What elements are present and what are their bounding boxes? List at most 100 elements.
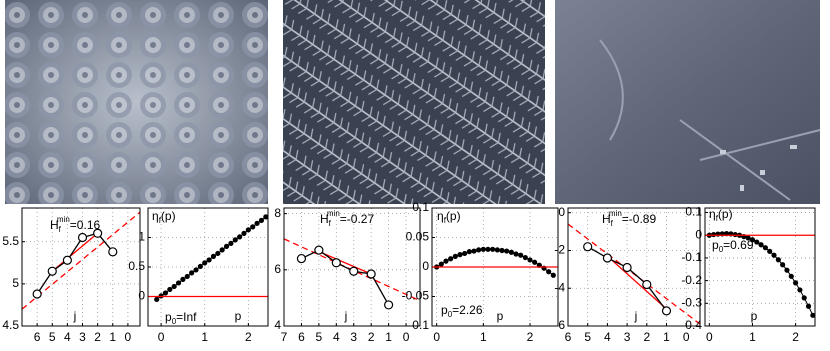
photo-romanesco [5, 0, 268, 204]
x-tick-label: 4 [333, 330, 340, 344]
x-tick-label: 2 [245, 330, 252, 344]
dot-marker [250, 224, 256, 230]
circle-marker [296, 253, 307, 264]
y-tick-label: 0 [422, 259, 429, 273]
dot-marker [457, 252, 463, 258]
dot-marker [775, 257, 781, 263]
dot-marker [228, 240, 234, 246]
dot-marker [805, 303, 812, 309]
y-tick-label: -4 [554, 280, 565, 294]
axes-frame [147, 207, 269, 327]
x-tick-label: 3 [624, 330, 631, 344]
dot-marker [762, 245, 768, 251]
dot-marker [788, 273, 794, 279]
y-tick-label: 1 [138, 230, 145, 244]
photo-fern [283, 0, 545, 204]
annotation-sup: min [327, 209, 340, 218]
dot-marker [801, 295, 807, 301]
series-group [705, 231, 815, 318]
x-tick-label: 1 [749, 330, 756, 344]
series-group [432, 246, 558, 278]
x-axis-label: p [235, 309, 242, 323]
dot-marker [792, 280, 799, 286]
y-tick-label: -0.2 [681, 273, 702, 287]
dot-marker [219, 247, 225, 253]
x-tick-label: 2 [792, 330, 799, 344]
y-tick-label: -0.3 [681, 295, 702, 309]
dot-marker [462, 250, 468, 257]
x-axis-label: j [73, 309, 77, 323]
dot-marker [258, 217, 265, 223]
dot-marker [797, 287, 803, 293]
annotation-base: H [50, 218, 59, 232]
annotation-base: η [152, 209, 159, 223]
circle-marker [349, 266, 359, 276]
circle-marker [62, 255, 72, 265]
dot-marker [532, 259, 538, 265]
circle-marker [314, 245, 324, 255]
dot-marker [732, 231, 738, 238]
x-axis-label: p [497, 309, 504, 323]
circle-marker [108, 247, 118, 257]
x-tick-label: 5 [49, 330, 56, 344]
dot-marker [485, 246, 491, 252]
y-tick-label: 0 [138, 289, 145, 303]
annotation-base: H [320, 212, 329, 226]
annotation: ηf(p) [152, 209, 176, 225]
x-axis-label: j [344, 309, 348, 323]
dot-marker [193, 267, 199, 273]
annotation: Hfmin=0.16 [50, 215, 100, 234]
dot-marker [754, 239, 760, 245]
dot-marker [245, 227, 251, 233]
dot-marker [508, 249, 514, 255]
annotation-sub: f [329, 219, 332, 228]
annotation: p0=0.69 [712, 238, 754, 254]
circle-marker [366, 269, 376, 279]
x-tick-label: 3 [79, 330, 86, 344]
dot-marker [448, 256, 454, 262]
circle-marker [622, 262, 632, 273]
axes-frame [431, 207, 559, 327]
dot-marker [206, 257, 212, 263]
axes-frame [704, 207, 816, 327]
x-tick-label: 0 [683, 330, 690, 344]
annotation-sub: f [611, 219, 614, 228]
annotation: ηf(p) [437, 209, 461, 225]
x-tick-label: 5 [584, 330, 591, 344]
plot-area [22, 208, 140, 326]
x-tick-label: 6 [298, 330, 305, 344]
annotation-base: η [709, 207, 716, 221]
annotation-sub: 0 [719, 245, 724, 254]
dot-marker [154, 296, 160, 303]
annotation-base: p [712, 238, 719, 252]
dot-marker [771, 252, 777, 258]
dot-marker [263, 214, 268, 220]
circle-marker [77, 232, 88, 243]
dot-marker [745, 235, 751, 241]
y-tick-label: 0 [558, 205, 565, 219]
series-group [148, 214, 268, 303]
annotation-sub: f [716, 214, 719, 223]
series-line [606, 255, 667, 310]
dot-marker [711, 231, 717, 238]
annotation: Hfmin=-0.89 [602, 209, 656, 228]
annotation-text: =Inf [176, 310, 197, 324]
annotation-text: =0.69 [723, 238, 754, 252]
annotation-text: =2.26 [452, 303, 483, 317]
annotation-sub: 0 [172, 317, 177, 326]
dot-marker [490, 246, 496, 252]
annotation-base: η [437, 209, 444, 223]
axes-frame [567, 207, 701, 327]
y-tick-label: -2 [554, 243, 565, 257]
y-tick-label: -0.1 [681, 250, 702, 264]
y-tick-label: -0.4 [681, 318, 702, 332]
series-group [22, 211, 140, 310]
circle-marker [583, 242, 593, 252]
series-line [51, 232, 99, 272]
series-group [284, 238, 420, 310]
